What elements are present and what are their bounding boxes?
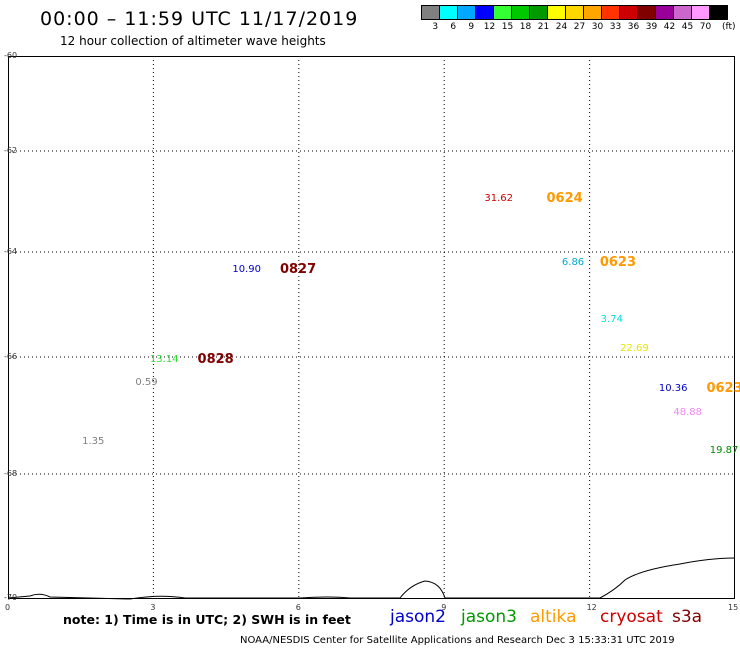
note-text: note: 1) Time is in UTC; 2) SWH is in fe… bbox=[63, 612, 351, 627]
lat-tick-label: -64 bbox=[4, 247, 18, 256]
swh-value: 0.59 bbox=[135, 377, 158, 389]
legend-label: 21 bbox=[537, 22, 550, 32]
lat-tick-label: -66 bbox=[4, 352, 18, 361]
time-tick-label: 12 bbox=[586, 603, 597, 612]
legend-label: 15 bbox=[501, 22, 514, 32]
swh-value: 10.36 bbox=[658, 383, 688, 395]
swh-value: 19.87 bbox=[709, 444, 739, 456]
legend-label: 30 bbox=[591, 22, 604, 32]
swh-value: 3.74 bbox=[600, 314, 623, 326]
pass-time-label: 0624 bbox=[546, 190, 583, 206]
satellite-altika: altika bbox=[530, 607, 577, 627]
pass-time-label: 0623 bbox=[706, 381, 740, 397]
pass-time-label: 0827 bbox=[279, 262, 317, 278]
satellite-cryosat: cryosat bbox=[600, 607, 663, 627]
swh-value: 1.35 bbox=[82, 435, 105, 447]
legend-label: 45 bbox=[681, 22, 694, 32]
legend-label: 24 bbox=[555, 22, 568, 32]
swh-value: 13.14 bbox=[149, 353, 179, 365]
time-tick-label: 0 bbox=[5, 603, 11, 612]
swh-value: 22.69 bbox=[620, 343, 649, 355]
legend-label: 33 bbox=[609, 22, 622, 32]
legend-label: 3 bbox=[432, 22, 439, 32]
time-tick-label: 6 bbox=[295, 603, 301, 612]
time-tick-label: 9 bbox=[441, 603, 447, 612]
legend-label: 18 bbox=[519, 22, 532, 32]
time-tick-label: 3 bbox=[150, 603, 156, 612]
map-subtitle: 12 hour collection of altimeter wave hei… bbox=[60, 34, 326, 48]
legend-label: 39 bbox=[645, 22, 658, 32]
legend-label: 12 bbox=[483, 22, 496, 32]
legend-label: 6 bbox=[450, 22, 457, 32]
credit-line: NOAA/NESDIS Center for Satellite Applica… bbox=[240, 635, 675, 646]
lat-tick-label: -70 bbox=[4, 593, 18, 602]
lat-tick-label: -68 bbox=[4, 469, 18, 478]
time-tick-label: 15 bbox=[728, 603, 739, 612]
satellite-s3a: s3a bbox=[672, 607, 703, 627]
pass-time-label: 0828 bbox=[197, 351, 234, 367]
legend-label: 70 bbox=[699, 22, 712, 32]
legend-label: 27 bbox=[573, 22, 586, 32]
legend-label: 9 bbox=[468, 22, 475, 32]
legend-label: 42 bbox=[663, 22, 676, 32]
legend-label: 36 bbox=[627, 22, 640, 32]
swh-value: 31.62 bbox=[484, 192, 513, 204]
satellite-jason3: jason3 bbox=[461, 607, 517, 627]
coastline bbox=[7, 557, 736, 600]
legend-swatch bbox=[709, 5, 728, 20]
lat-tick-label: -62 bbox=[4, 146, 18, 155]
lat-tick-label: -60 bbox=[4, 51, 18, 60]
pass-time-label: 0623 bbox=[599, 254, 637, 270]
swh-value: 48.88 bbox=[673, 406, 703, 418]
swh-value: 6.86 bbox=[561, 256, 585, 268]
swh-value: 10.90 bbox=[232, 264, 261, 276]
satellite-jason2: jason2 bbox=[390, 607, 446, 627]
map-title: 00:00 – 11:59 UTC 11/17/2019 bbox=[40, 8, 359, 30]
color-legend bbox=[421, 5, 728, 20]
legend-unit: (ft) bbox=[722, 22, 736, 32]
